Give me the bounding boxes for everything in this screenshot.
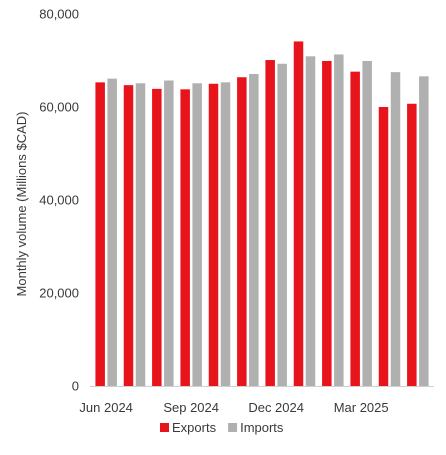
- legend-swatch: [228, 423, 238, 432]
- y-tick-label: 80,000: [39, 7, 79, 22]
- y-axis-label: Monthly volume (Millions $CAD): [14, 112, 29, 297]
- legend-swatch: [160, 423, 169, 432]
- exports-bar: [378, 107, 389, 386]
- imports-bar: [390, 72, 401, 387]
- exports-bar: [350, 71, 360, 386]
- imports-bar: [334, 54, 344, 386]
- legend-item-imports: Imports: [228, 420, 284, 435]
- x-tick-label: Mar 2025: [334, 400, 389, 415]
- imports-bar: [277, 63, 287, 386]
- exports-bar: [322, 60, 332, 387]
- exports-bar: [237, 77, 247, 387]
- imports-bar: [107, 78, 117, 386]
- exports-bar: [208, 83, 219, 386]
- exports-bar: [123, 85, 134, 387]
- imports-bar: [249, 73, 259, 387]
- exports-bar: [152, 88, 162, 387]
- imports-bar: [305, 56, 316, 387]
- exports-bar: [265, 60, 275, 386]
- legend: Exports Imports: [160, 420, 284, 435]
- x-tick-label: Sep 2024: [163, 400, 219, 415]
- exports-bar: [407, 103, 417, 386]
- imports-bar: [362, 60, 372, 387]
- y-tick-label: 40,000: [39, 193, 79, 208]
- x-tick-label: Dec 2024: [248, 400, 304, 415]
- imports-bar: [419, 76, 429, 386]
- x-axis-ticks: Jun 2024 Sep 2024 Dec 2024 Mar 2025: [79, 400, 388, 415]
- y-tick-label: 0: [72, 379, 79, 394]
- legend-label: Exports: [172, 420, 217, 435]
- imports-bar: [135, 83, 146, 386]
- y-axis-ticks: 0 20,000 40,000 60,000 80,000: [39, 7, 79, 394]
- x-tick-label: Jun 2024: [79, 400, 133, 415]
- exports-bar: [180, 89, 190, 386]
- legend-label: Imports: [240, 420, 284, 435]
- y-tick-label: 20,000: [39, 286, 79, 301]
- y-tick-label: 60,000: [39, 100, 79, 115]
- legend-item-exports: Exports: [160, 420, 217, 435]
- exports-bar: [293, 41, 304, 386]
- bar-series: [95, 41, 429, 387]
- imports-bar: [164, 80, 174, 386]
- imports-bar: [192, 83, 202, 386]
- imports-bar: [220, 82, 231, 386]
- exports-bar: [95, 82, 105, 386]
